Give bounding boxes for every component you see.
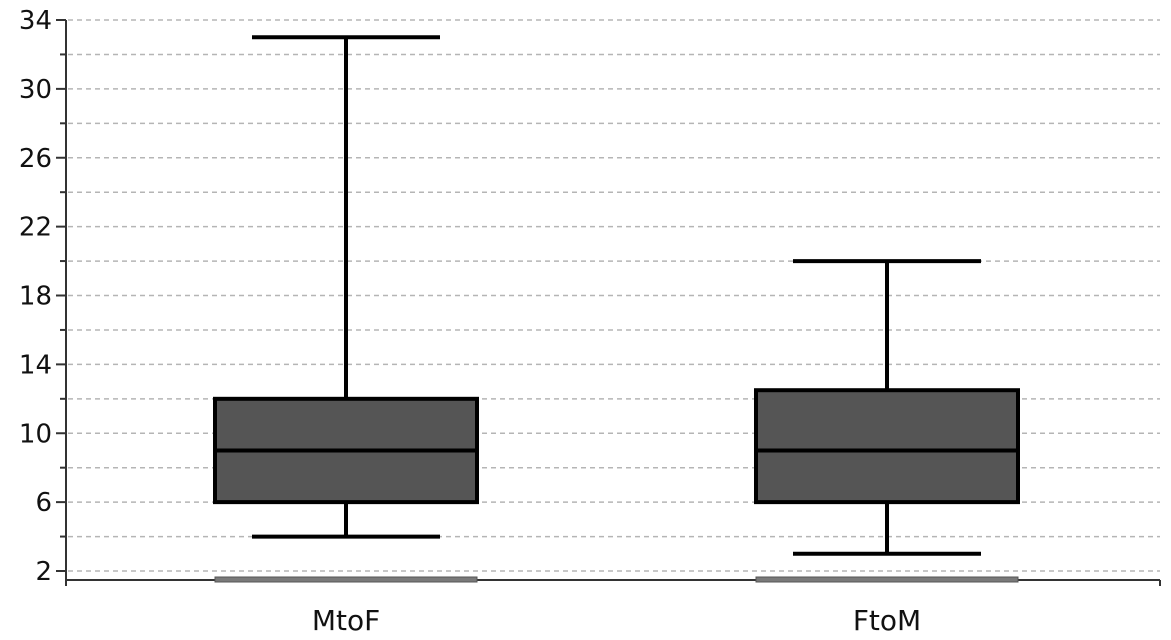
y-tick-label-2: 2 (35, 557, 52, 587)
y-tick-label-10: 10 (19, 419, 52, 449)
y-tick-label-22: 22 (19, 213, 52, 243)
y-tick-label-6: 6 (35, 488, 52, 518)
box-mtof (213, 35, 479, 583)
y-tick-label-18: 18 (19, 282, 52, 312)
iqr-box-ftom (754, 388, 1020, 505)
category-label-mtof: MtoF (312, 604, 380, 637)
y-tick-label-30: 30 (19, 75, 52, 105)
y-tick-label-26: 26 (19, 144, 52, 174)
box-ftom (754, 259, 1020, 583)
category-marker-mtof (214, 576, 478, 583)
category-marker-ftom (755, 576, 1019, 583)
y-tick-label-34: 34 (19, 6, 52, 36)
category-label-ftom: FtoM (853, 604, 921, 637)
boxes (213, 35, 1020, 583)
y-tick-label-14: 14 (19, 350, 52, 380)
